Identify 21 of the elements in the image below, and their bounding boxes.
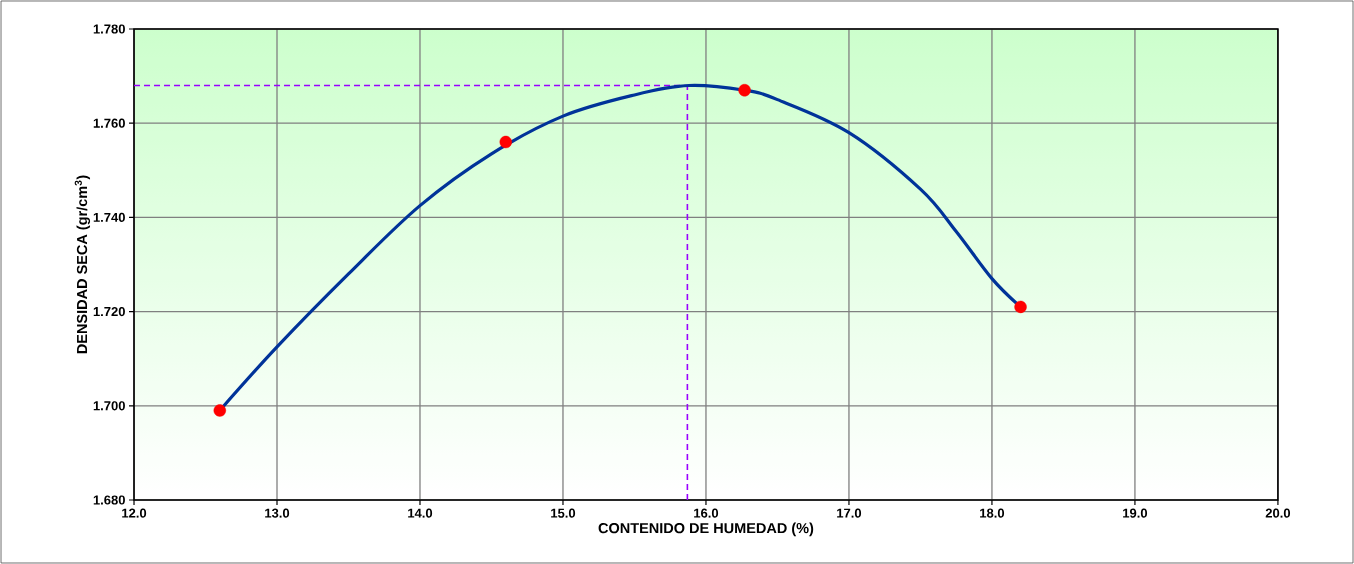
x-axis-title: CONTENIDO DE HUMEDAD (%) [598,522,814,537]
y-tick-label: 1.700 [93,401,125,411]
y-tick-label: 1.780 [93,24,125,34]
x-tick-label: 16.0 [694,508,719,518]
point [213,404,227,417]
y-tick-label: 1.680 [93,495,125,505]
point [499,135,512,149]
y-axis-title: DENSIDAD SECA (gr/cm$^{3}$) [74,175,91,354]
x-tick-label: 13.0 [265,508,290,518]
x-tick-label: 18.0 [980,508,1005,518]
x-tick-label: 17.0 [837,508,862,518]
x-tick-label: 15.0 [551,508,576,518]
y-tick-label: 1.740 [93,212,125,222]
y-tick-label: 1.760 [93,118,125,128]
point [738,84,751,97]
x-tick-label: 14.0 [408,508,433,518]
point [1014,300,1027,314]
x-tick-label: 12.0 [122,508,147,518]
y-tick-label: 1.720 [93,306,125,317]
x-tick-label: 20.0 [1265,508,1291,518]
x-tick-label: 19.0 [1123,508,1148,518]
